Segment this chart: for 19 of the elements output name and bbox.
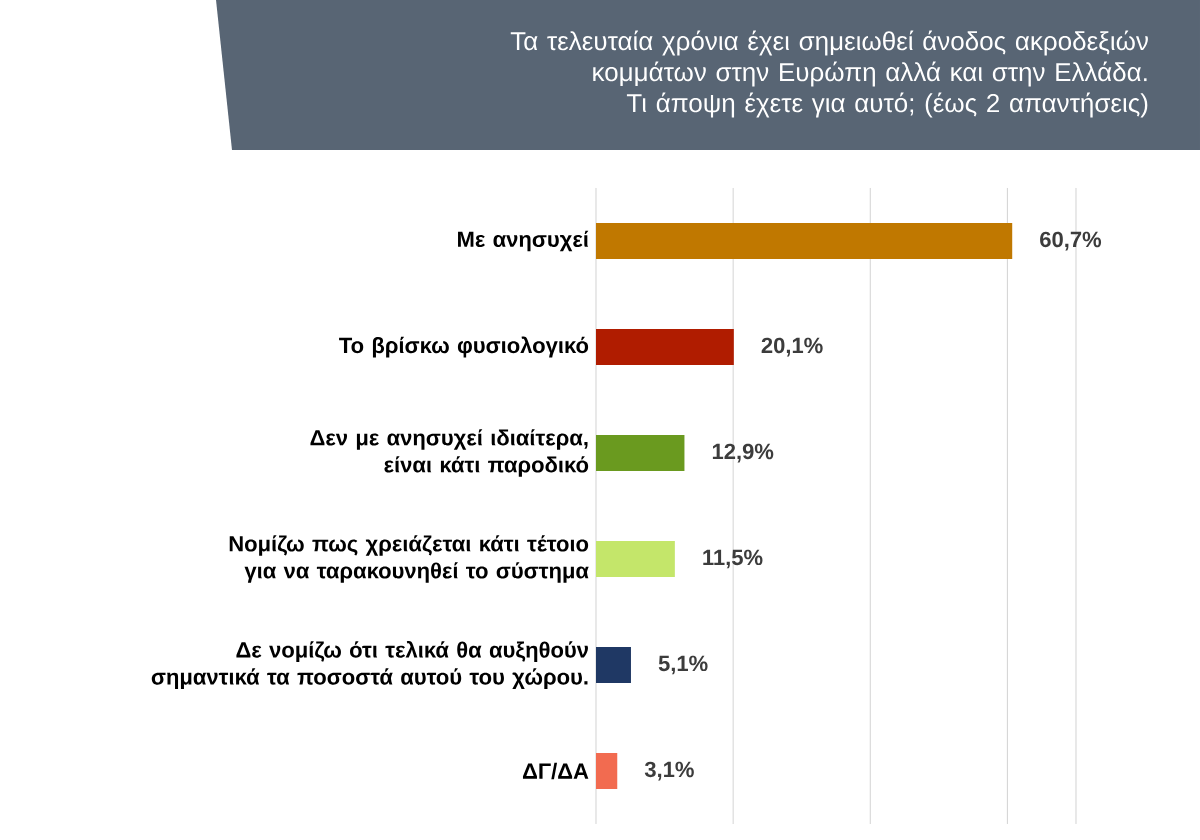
bar (596, 434, 685, 471)
y-tick-label: ΔΓ/ΔΑ (522, 762, 589, 780)
bar (596, 541, 675, 577)
y-tick-label: Δε νομίζω ότι τελικά θα αυξηθούν σημαντικά τα ποσοστά αυτού του χώρου. (151, 640, 588, 690)
chart-title: Τα τελευταία χρόνια έχει σημειωθεί άνοδος ακροδεξιών κομμάτων στην Ευρώπη αλλά και στην Ελλάδα. Τι άποψη έχετε για αυτό; (έως 2 απαντήσεις) (510, 30, 1148, 118)
data-label: 12,9% (712, 443, 774, 463)
data-label: 11,5% (703, 549, 763, 569)
data-label: 3,1% (644, 761, 694, 781)
y-tick-label: Δεν με ανησυχεί ιδιαίτερα, είναι κάτι παροδικό (310, 429, 589, 477)
bar (596, 752, 618, 789)
bar (596, 329, 734, 365)
y-tick-label: Με ανησυχεί (458, 230, 589, 252)
data-label: 5,1% (658, 655, 708, 675)
data-label: 60,7% (1040, 231, 1102, 251)
y-tick-label: Νομίζω πως χρειάζεται κάτι τέτοιο για να ταρακουνηθεί το σύστημα (229, 535, 589, 583)
y-tick-label: Το βρίσκω φυσιολογικό (339, 336, 589, 358)
data-label: 20,1% (761, 337, 823, 357)
bar (596, 646, 631, 683)
bar (596, 222, 1013, 259)
